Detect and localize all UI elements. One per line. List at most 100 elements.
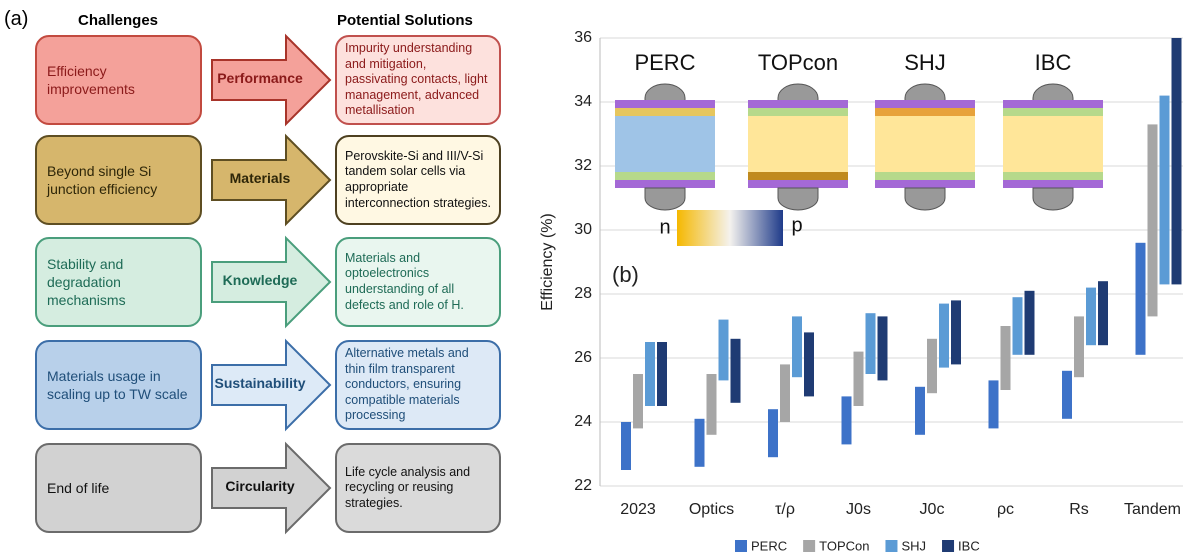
layer <box>1003 108 1103 116</box>
x-tick-label: ρc <box>997 501 1014 518</box>
range-bar <box>1160 96 1170 285</box>
legend-label: PERC <box>751 538 787 553</box>
challenge-box: Materials usage in scaling up to TW scal… <box>35 340 202 430</box>
contact <box>778 188 818 210</box>
x-tick-label: J0c <box>920 501 945 518</box>
solution-box: Impurity understanding and mitigation, p… <box>335 35 501 125</box>
gradient-bar <box>677 210 783 246</box>
layer <box>875 172 975 180</box>
range-bar <box>1148 124 1158 316</box>
range-bar <box>1136 243 1146 355</box>
layer <box>1003 172 1103 180</box>
y-tick-label: 28 <box>574 285 592 302</box>
challenge-box: Stability and degradation mechanisms <box>35 237 202 327</box>
figure: (a) Challenges Potential Solutions 22 24 2… <box>0 0 1183 559</box>
arrow-label: Knowledge <box>205 272 315 288</box>
layer <box>875 100 975 108</box>
legend-label: TOPCon <box>819 538 869 553</box>
range-bar <box>1098 281 1108 345</box>
arrow-label: Performance <box>205 70 315 86</box>
y-tick-label: 26 <box>574 349 592 366</box>
y-tick-label: 22 <box>574 477 592 494</box>
solution-box: Materials and optoelectronics understand… <box>335 237 501 327</box>
range-bar <box>657 342 667 406</box>
wafer <box>748 116 848 172</box>
y-tick-label: 34 <box>574 93 592 110</box>
cell-label: PERC <box>634 50 695 75</box>
contact <box>778 84 818 112</box>
range-bar <box>804 332 814 396</box>
cell-label: TOPcon <box>758 50 838 75</box>
range-bar <box>621 422 631 470</box>
range-bar <box>695 419 705 467</box>
solution-box: Perovskite-Si and III/V-Si tandem solar … <box>335 135 501 225</box>
range-bar <box>927 339 937 393</box>
cell-label: IBC <box>1035 50 1072 75</box>
range-bar <box>1062 371 1072 419</box>
y-tick-label: 24 <box>574 413 592 430</box>
challenge-box: Beyond single Si junction efficiency <box>35 135 202 225</box>
y-tick-label: 30 <box>574 221 592 238</box>
legend-label: SHJ <box>901 538 926 553</box>
wafer <box>1003 116 1103 172</box>
column-header: Challenges <box>78 12 158 29</box>
contact <box>1033 188 1073 210</box>
contact <box>905 188 945 210</box>
wafer <box>615 116 715 172</box>
layer <box>748 108 848 116</box>
challenge-box: Efficiency improvements <box>35 35 202 125</box>
range-bar <box>633 374 643 428</box>
range-bar <box>1074 316 1084 377</box>
x-tick-label: τ/ρ <box>775 501 795 518</box>
range-bar <box>915 387 925 435</box>
column-header: Potential Solutions <box>337 12 473 29</box>
panel-label: (a) <box>4 8 28 31</box>
contact <box>905 84 945 112</box>
x-tick-label: Rs <box>1069 501 1089 518</box>
arrow-label: Materials <box>205 170 315 186</box>
range-bar <box>731 339 741 403</box>
solution-box: Alternative metals and thin film transpa… <box>335 340 501 430</box>
layer <box>875 108 975 116</box>
range-bar <box>1172 38 1182 284</box>
x-tick-label: 2023 <box>620 501 656 518</box>
arrow-label: Sustainability <box>205 375 315 391</box>
range-bar <box>719 320 729 381</box>
contact <box>1033 84 1073 112</box>
range-bar <box>951 300 961 364</box>
range-bar <box>1013 297 1023 355</box>
range-bar <box>989 380 999 428</box>
range-bar <box>866 313 876 374</box>
range-bar <box>1086 288 1096 346</box>
layer <box>615 180 715 188</box>
legend-swatch <box>942 540 954 552</box>
solution-box: Life cycle analysis and recycling or reu… <box>335 443 501 533</box>
range-bar <box>780 364 790 422</box>
legend-label: IBC <box>958 538 980 553</box>
legend-swatch <box>803 540 815 552</box>
layer <box>615 108 715 116</box>
legend-swatch <box>885 540 897 552</box>
range-bar <box>645 342 655 406</box>
cell-label: SHJ <box>904 50 946 75</box>
contact <box>645 188 685 210</box>
gradient-label: n <box>659 216 670 238</box>
legend-swatch <box>735 540 747 552</box>
range-bar <box>1001 326 1011 390</box>
range-bar <box>792 316 802 377</box>
gradient-label: p <box>791 214 802 236</box>
y-axis-label: Efficiency (%) <box>539 213 556 311</box>
layer <box>615 172 715 180</box>
range-bar <box>878 316 888 380</box>
challenge-box: End of life <box>35 443 202 533</box>
layer <box>748 172 848 180</box>
x-tick-label: Optics <box>689 501 734 518</box>
x-tick-label: Tandem <box>1124 501 1181 518</box>
contact <box>645 84 685 112</box>
wafer <box>875 116 975 172</box>
layer <box>748 100 848 108</box>
y-tick-label: 32 <box>574 157 592 174</box>
panel-label: (b) <box>612 262 639 287</box>
layer <box>875 180 975 188</box>
range-bar <box>854 352 864 406</box>
